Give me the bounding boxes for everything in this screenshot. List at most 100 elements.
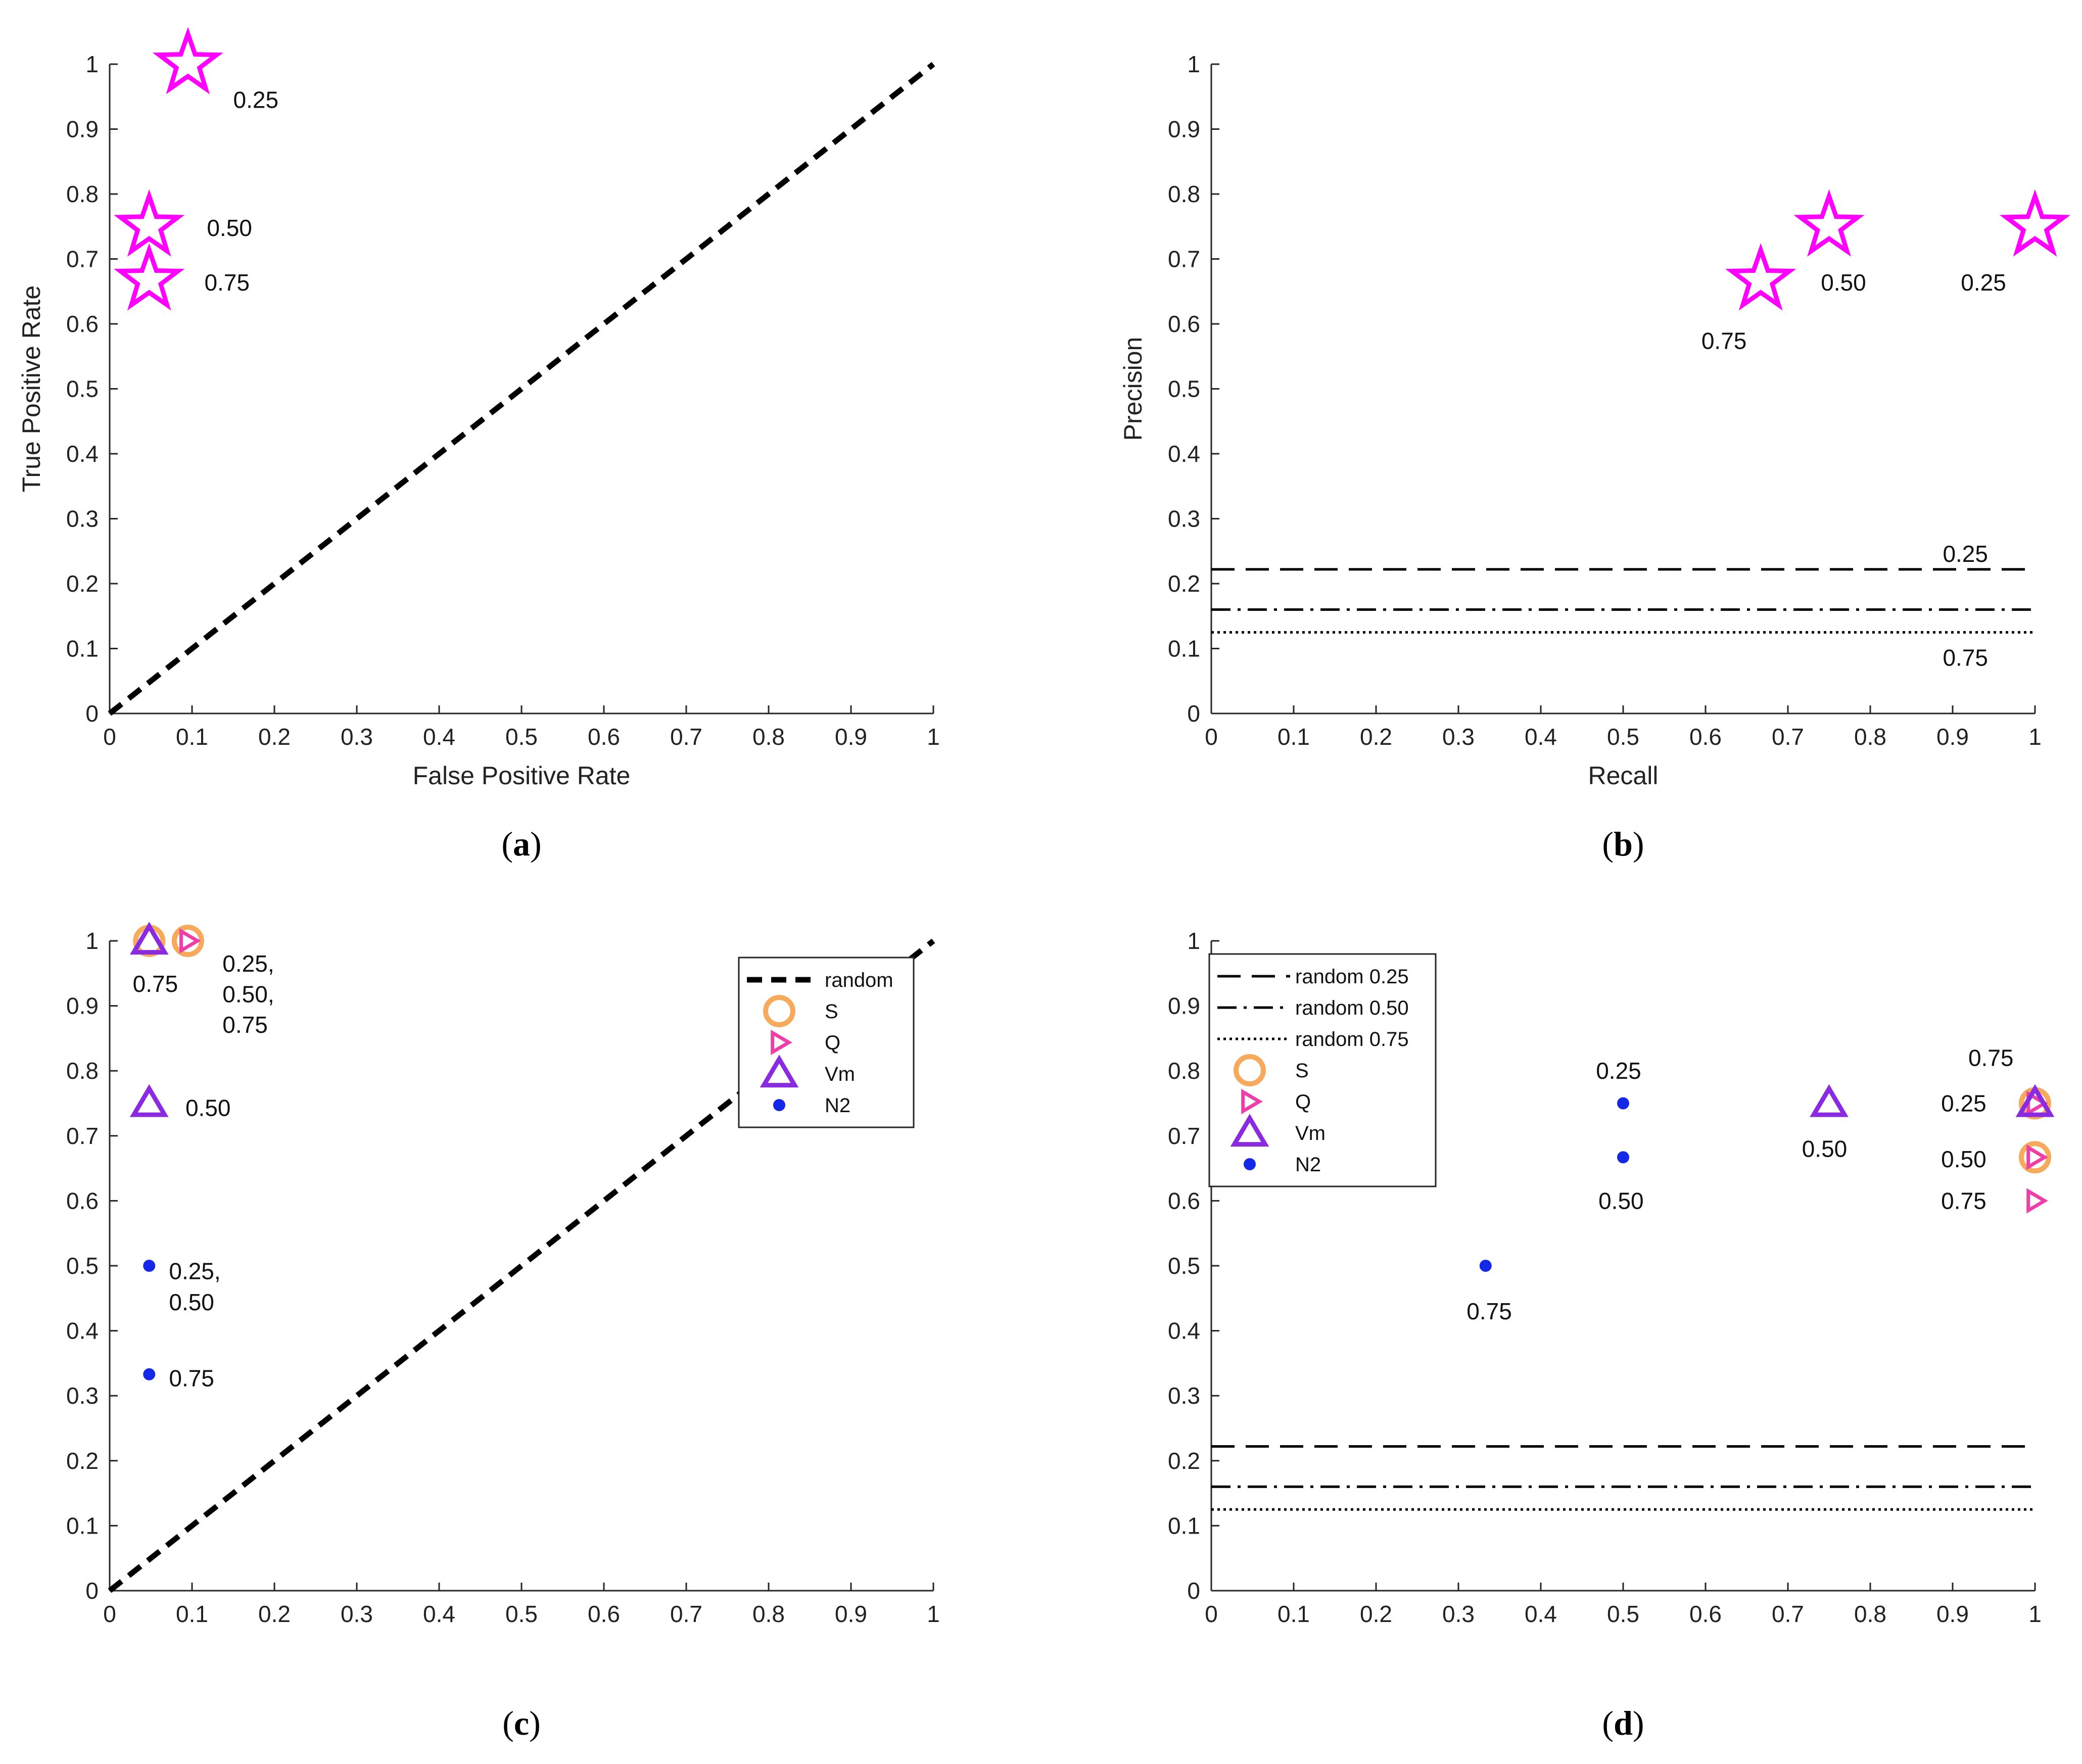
point-annotation: 0.50	[185, 1095, 231, 1121]
y-axis-label: Precision	[1119, 337, 1147, 441]
x-tick-label: 0.2	[1360, 1601, 1392, 1627]
x-tick-label: 0.1	[176, 1601, 208, 1627]
y-tick-label: 0.5	[66, 376, 99, 402]
panel-d: 0 0.1 0.2 0.3 0.4 0.5 0.6 0.7 0.8 0.9 1 0 0.1 0.2 0.3 0…	[1168, 928, 2055, 1742]
point-annotation: 0.50	[1598, 1187, 1644, 1214]
point-annotation: 0.75	[222, 1012, 268, 1038]
x-tick-label: 0.5	[505, 1601, 538, 1627]
y-tick-label: 0	[1187, 700, 1200, 727]
data-point	[1617, 1097, 1629, 1110]
x-tick-label: 0.7	[1772, 724, 1804, 750]
legend-swatch	[1244, 1158, 1256, 1170]
data-point	[2026, 1188, 2048, 1214]
legend-label: Q	[1295, 1091, 1311, 1113]
data-point	[129, 1084, 169, 1117]
y-tick-label: 0.1	[1168, 1512, 1200, 1539]
x-tick-label: 0.1	[1277, 1601, 1310, 1627]
y-tick-label: 0.6	[66, 311, 99, 337]
x-tick-label: 0.5	[505, 724, 538, 750]
data-point	[114, 243, 185, 311]
y-tick-label: 0.9	[1168, 116, 1200, 142]
y-tick-label: 0.9	[66, 993, 99, 1019]
legend-label: random 0.50	[1295, 997, 1409, 1019]
data-point	[2015, 1084, 2055, 1117]
x-tick-label: 0.4	[423, 724, 455, 750]
x-tick-label: 0.1	[1277, 724, 1310, 750]
point-annotation: 0.75	[169, 1365, 214, 1391]
point-annotation: 0.50	[1941, 1146, 1986, 1172]
panel-caption: (b)	[1602, 825, 1644, 863]
point-annotation: 0.50,	[222, 981, 274, 1007]
y-tick-label: 0.6	[66, 1187, 99, 1214]
y-tick-label: 0.9	[1168, 993, 1200, 1019]
x-tick-label: 0.3	[1442, 724, 1475, 750]
x-tick-label: 0.6	[1689, 1601, 1722, 1627]
y-tick-label: 0.8	[66, 1058, 99, 1084]
data-point	[1617, 1151, 1629, 1164]
point-annotation: 0.50	[207, 215, 252, 241]
y-tick-label: 0.2	[1168, 1448, 1200, 1474]
data-point	[143, 1260, 156, 1272]
legend-box	[1208, 953, 1437, 1187]
x-tick-label: 0	[103, 724, 116, 750]
point-annotation: 0.75	[1466, 1298, 1512, 1324]
y-tick-label: 0.6	[1168, 311, 1200, 337]
y-tick-label: 1	[85, 51, 99, 77]
legend-box	[738, 957, 915, 1128]
point-annotation: 0.75	[133, 971, 178, 997]
x-tick-label: 0	[103, 1601, 116, 1627]
y-tick-label: 0.3	[66, 1382, 99, 1409]
legend-label: Vm	[825, 1063, 855, 1085]
legend-label: S	[825, 1000, 838, 1023]
point-annotation: 0.25	[1596, 1058, 1641, 1084]
point-annotation: 0.50	[169, 1289, 214, 1315]
x-tick-label: 0.7	[670, 724, 702, 750]
point-annotation: 0.75	[204, 269, 250, 296]
legend-label: Vm	[1295, 1122, 1326, 1145]
data-point	[143, 1368, 156, 1380]
x-tick-label: 0.3	[341, 724, 373, 750]
x-tick-label: 0.6	[1689, 724, 1722, 750]
y-tick-label: 0.7	[1168, 246, 1200, 272]
x-tick-label: 0.8	[1854, 1601, 1886, 1627]
y-tick-label: 0.5	[1168, 1253, 1200, 1279]
panel-caption: (d)	[1602, 1704, 1644, 1742]
panel-caption: (c)	[502, 1704, 541, 1742]
legend-swatch	[1234, 1054, 1266, 1086]
x-tick-label: 0.2	[258, 1601, 291, 1627]
x-tick-label: 0.6	[588, 1601, 620, 1627]
data-point	[1793, 189, 1865, 257]
x-tick-label: 0.9	[835, 724, 867, 750]
x-tick-label: 0.8	[752, 724, 785, 750]
y-tick-label: 0.9	[66, 116, 99, 142]
point-annotation: 0.25,	[169, 1258, 220, 1284]
y-tick-label: 0.2	[1168, 570, 1200, 597]
x-tick-label: 0.9	[1936, 724, 1969, 750]
y-tick-label: 0.8	[1168, 1058, 1200, 1084]
legend-swatch	[1230, 1114, 1269, 1147]
panel-c: 0 0.1 0.2 0.3 0.4 0.5 0.6 0.7 0.8 0.9 1 0 0.1 0.2 0.3 0…	[66, 922, 940, 1742]
x-tick-label: 0	[1205, 724, 1218, 750]
y-tick-label: 0.3	[1168, 506, 1200, 532]
y-tick-label: 0.1	[66, 1512, 99, 1539]
x-tick-label: 1	[927, 724, 940, 750]
legend-label: random 0.75	[1295, 1028, 1409, 1051]
y-tick-label: 0.7	[1168, 1123, 1200, 1149]
x-tick-label: 0.1	[176, 724, 208, 750]
data-point	[129, 922, 169, 955]
point-annotation: 0.25	[1961, 269, 2006, 296]
y-tick-label: 0.5	[66, 1253, 99, 1279]
legend-swatch	[771, 1029, 792, 1056]
data-point	[114, 189, 185, 257]
panel-caption-letter: a	[513, 825, 530, 863]
point-annotation: 0.25,	[222, 950, 274, 977]
panel-caption-letter: b	[1614, 825, 1633, 863]
y-tick-label: 0.8	[66, 181, 99, 207]
x-tick-label: 0.7	[670, 1601, 702, 1627]
data-point	[1810, 1084, 1849, 1117]
y-tick-label: 1	[1187, 51, 1200, 77]
x-tick-label: 0	[1205, 1601, 1218, 1627]
data-point	[152, 27, 223, 94]
x-tick-label: 0.8	[1854, 724, 1886, 750]
